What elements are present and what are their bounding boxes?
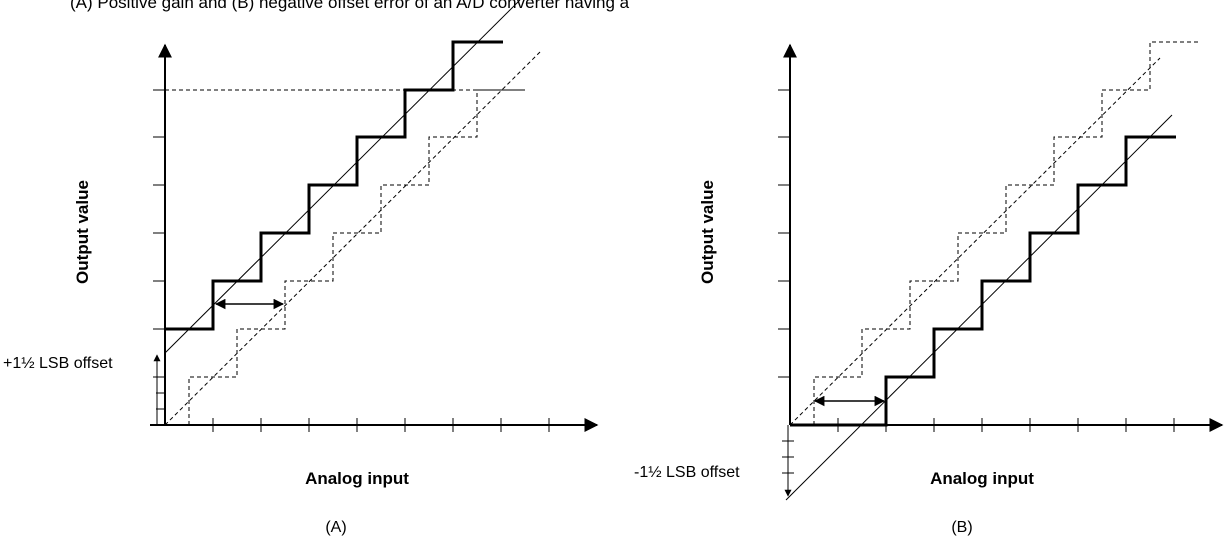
panel-a-label: (A): [325, 519, 346, 536]
panel-a-actual-staircase: [165, 40, 503, 331]
panel-b: -1½ LSB offset Output value Analog input…: [634, 41, 1224, 536]
panel-a-offset-label: +1½ LSB offset: [3, 355, 113, 372]
panel-b-y-ticks: [778, 89, 790, 378]
panel-a-ideal-diagonal: [164, 51, 541, 426]
panel-b-ideal-staircase: [813, 41, 1198, 425]
panel-a-x-ticks: [212, 418, 550, 432]
panel-b-actual-diagonal: [785, 114, 1173, 501]
panel-b-ideal-diagonal: [789, 57, 1161, 426]
panel-b-offset-label: -1½ LSB offset: [634, 464, 740, 481]
panel-a-x-axis-label: Analog input: [305, 469, 409, 488]
panel-b-label: (B): [951, 519, 972, 536]
panel-b-x-axis-label: Analog input: [930, 469, 1034, 488]
panel-b-actual-staircase: [790, 135, 1176, 427]
panel-a: +1½ LSB offset Output value Analog input…: [3, 0, 599, 536]
figure-caption: (A) Positive gain and (B) negative offse…: [70, 0, 630, 12]
panel-a-y-axis-label: Output value: [73, 180, 92, 284]
panel-b-y-axis-label: Output value: [698, 180, 717, 284]
panel-a-ideal-staircase: [188, 89, 525, 425]
panel-a-actual-diagonal: [164, 0, 521, 354]
panel-a-y-ticks: [153, 89, 165, 410]
